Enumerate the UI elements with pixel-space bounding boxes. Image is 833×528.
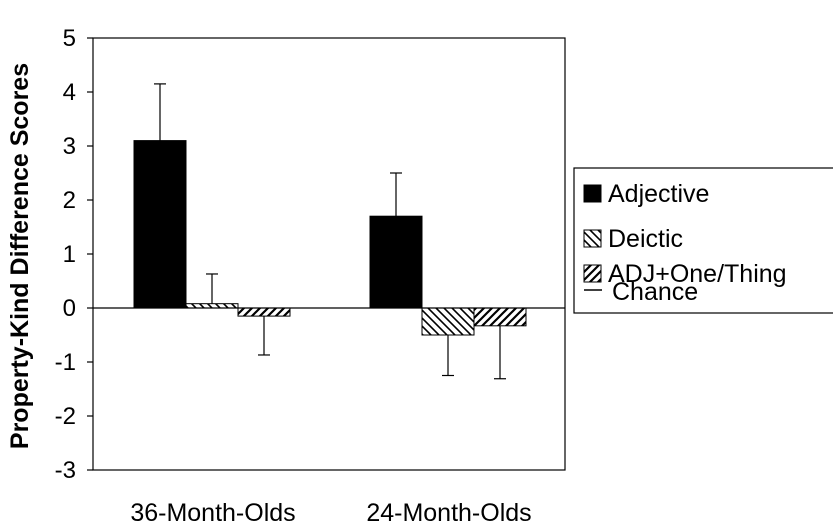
category-label-36-month-olds: 36-Month-Olds: [130, 499, 295, 527]
y-tick-label: 0: [63, 295, 76, 322]
y-tick-label: 5: [63, 25, 76, 52]
bar-adj-one-thing-36-month-olds: [237, 307, 291, 317]
y-tick-label: 3: [63, 133, 76, 160]
y-tick-label: -1: [55, 349, 76, 376]
y-tick-label: 1: [63, 241, 76, 268]
category-label-24-month-olds: 24-Month-Olds: [366, 499, 531, 527]
legend-swatch-adj-one-thing: [583, 264, 602, 283]
bar-series-group: [133, 140, 527, 336]
y-tick-label: -3: [55, 457, 76, 484]
bar-deictic-36-month-olds: [185, 303, 239, 309]
y-tick-label: 4: [63, 79, 76, 106]
legend-label-adjective: Adjective: [608, 180, 709, 208]
y-tick-label: 2: [63, 187, 76, 214]
legend-frame: [573, 167, 833, 314]
legend-swatch-adjective: [583, 184, 602, 203]
bar-adjective-24-month-olds: [369, 215, 423, 309]
legend-label-chance: Chance: [612, 278, 698, 306]
bar-adjective-36-month-olds: [133, 140, 187, 309]
bar-adj-one-thing-24-month-olds: [473, 307, 527, 327]
y-tick-label: -2: [55, 403, 76, 430]
y-axis-title: Property-Kind Difference Scores: [6, 63, 34, 449]
error-bars-group: [154, 83, 506, 380]
legend-label-adj-one-thing: ADJ+One/Thing: [608, 260, 787, 288]
legend-label-deictic: Deictic: [608, 225, 683, 253]
y-axis-ticks: 5 4 3 2 1 0 -1 -2 -3: [55, 25, 93, 484]
legend-swatch-deictic: [583, 229, 602, 248]
bar-deictic-24-month-olds: [421, 307, 475, 336]
legend: Adjective Deictic ADJ+One/Thing Chance: [573, 167, 833, 314]
